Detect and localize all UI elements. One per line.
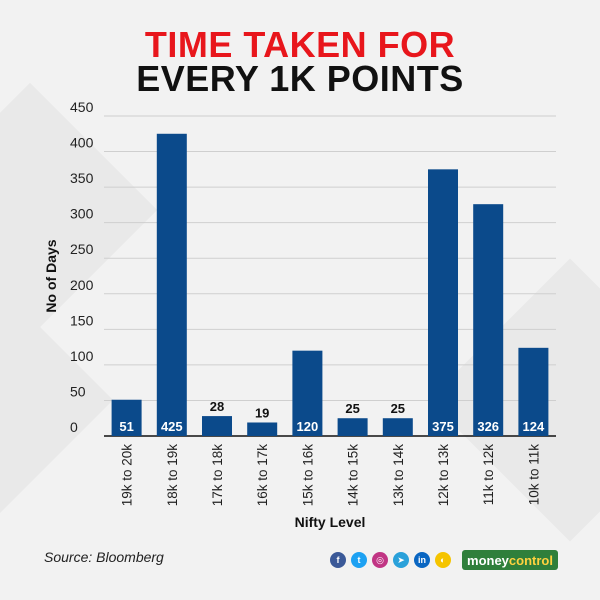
linkedin-icon[interactable]: in	[414, 552, 430, 568]
twitter-icon[interactable]: t	[351, 552, 367, 568]
bar-data-label: 124	[523, 419, 545, 434]
bar-data-label: 25	[391, 401, 405, 416]
y-tick-label: 250	[70, 241, 94, 257]
chart-title-line1: TIME TAKEN FOR	[144, 24, 456, 65]
bar	[247, 422, 278, 436]
x-tick-label: 16k to 17k	[255, 444, 270, 507]
x-tick-label: 10k to 11k	[526, 444, 541, 506]
y-axis-title: No of Days	[43, 239, 59, 312]
brand-part2: control	[508, 552, 553, 568]
social-icons: f t ◎ ➤ in ◐	[330, 552, 451, 568]
bar	[382, 418, 413, 436]
bar	[473, 204, 504, 436]
bar	[428, 169, 458, 437]
bar-data-label: 51	[119, 419, 133, 434]
instagram-icon[interactable]: ◎	[372, 552, 388, 568]
bar-data-label: 19	[255, 405, 269, 420]
y-tick-label: 200	[70, 277, 94, 293]
facebook-icon[interactable]: f	[330, 552, 346, 568]
source-note: Source: Bloomberg	[44, 549, 164, 565]
bar	[111, 399, 142, 436]
x-tick-label: 11k to 12k	[481, 444, 496, 506]
bar	[518, 347, 549, 436]
x-tick-label: 14k to 15k	[346, 444, 361, 507]
bar-data-label: 25	[345, 401, 359, 416]
brand-part1: money	[467, 552, 509, 568]
y-tick-label: 450	[70, 99, 94, 115]
x-tick-label: 15k to 16k	[300, 444, 315, 507]
x-axis-title: Nifty Level	[295, 514, 366, 530]
snapchat-icon[interactable]: ◐	[435, 552, 451, 568]
telegram-icon[interactable]: ➤	[393, 552, 409, 568]
moneycontrol-logo: money control	[462, 550, 558, 570]
bar	[337, 418, 368, 436]
bar-data-label: 375	[432, 419, 454, 434]
y-tick-label: 150	[70, 312, 94, 328]
y-tick-label: 0	[70, 419, 78, 435]
y-tick-label: 350	[70, 170, 94, 186]
bar	[156, 133, 187, 436]
x-tick-label: 17k to 18k	[210, 444, 225, 507]
x-tick-label: 19k to 20k	[120, 444, 135, 507]
y-tick-label: 50	[70, 383, 86, 399]
y-tick-label: 400	[70, 135, 94, 151]
bar-data-label: 326	[477, 419, 499, 434]
bar-data-label: 120	[297, 419, 319, 434]
x-tick-label: 13k to 14k	[391, 444, 406, 507]
y-tick-label: 100	[70, 348, 94, 364]
bar-data-label: 28	[210, 399, 224, 414]
y-tick-label: 300	[70, 206, 94, 222]
bar-data-label: 425	[161, 419, 183, 434]
chart-title-line2: EVERY 1K POINTS	[136, 58, 464, 99]
bar	[202, 416, 232, 436]
x-tick-label: 12k to 13k	[436, 444, 451, 507]
x-tick-label: 18k to 19k	[165, 444, 180, 507]
bar	[292, 350, 323, 436]
